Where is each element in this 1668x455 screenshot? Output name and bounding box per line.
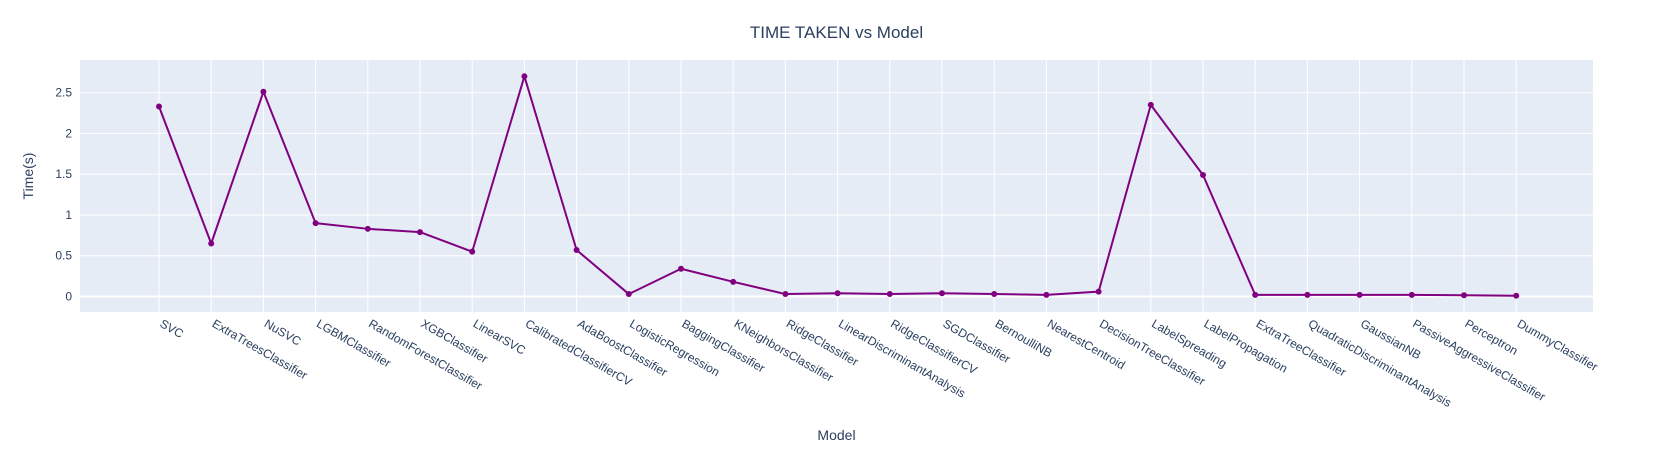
x-tick-label: ExtraTreesClassifier: [210, 316, 310, 382]
data-point[interactable]: [1095, 288, 1102, 295]
data-point[interactable]: [991, 291, 998, 298]
data-point[interactable]: [886, 291, 893, 298]
x-tick-label: ExtraTreeClassifier: [1254, 316, 1349, 379]
data-point[interactable]: [730, 278, 737, 285]
x-tick-label: DummyClassifier: [1515, 316, 1601, 373]
x-tick-label: LogisticRegression: [627, 316, 722, 379]
y-tick-label: 0: [65, 290, 72, 304]
chart-title: TIME TAKEN vs Model: [750, 23, 923, 42]
data-point[interactable]: [1461, 292, 1467, 299]
y-tick-label: 1.5: [55, 167, 72, 181]
y-tick-label: 0.5: [55, 249, 72, 263]
data-point[interactable]: [260, 88, 267, 95]
data-point[interactable]: [1408, 291, 1415, 298]
y-tick-label: 1: [65, 208, 72, 222]
x-tick-label: SVC: [158, 316, 187, 341]
data-point[interactable]: [625, 291, 632, 298]
data-point[interactable]: [469, 248, 476, 255]
data-point[interactable]: [1147, 101, 1154, 108]
data-point[interactable]: [834, 290, 841, 297]
data-point[interactable]: [939, 290, 945, 297]
y-tick-label: 2.5: [55, 86, 72, 100]
data-point[interactable]: [782, 291, 789, 298]
data-point[interactable]: [364, 225, 371, 232]
data-point[interactable]: [156, 103, 162, 110]
data-point[interactable]: [1304, 291, 1311, 298]
data-point[interactable]: [1043, 291, 1050, 298]
series-layer: [156, 73, 1520, 299]
data-point[interactable]: [573, 247, 580, 254]
y-axis-title: Time(s): [20, 153, 36, 200]
data-point[interactable]: [521, 73, 528, 80]
data-point[interactable]: [312, 220, 319, 227]
data-point[interactable]: [208, 240, 215, 247]
gridlines: [80, 60, 1593, 312]
data-point[interactable]: [1200, 171, 1206, 178]
data-point[interactable]: [1513, 292, 1520, 299]
data-point[interactable]: [1252, 291, 1259, 298]
y-tick-label: 2: [65, 126, 72, 140]
plot-area: [80, 60, 1593, 312]
data-point[interactable]: [417, 229, 423, 236]
x-axis-title: Model: [817, 427, 855, 443]
data-point[interactable]: [1356, 291, 1363, 298]
data-point[interactable]: [678, 265, 684, 272]
y-axis-ticks: 0 0.5 1 1.5 2 2.5: [55, 86, 72, 304]
x-tick-label: NuSVC: [262, 316, 304, 348]
